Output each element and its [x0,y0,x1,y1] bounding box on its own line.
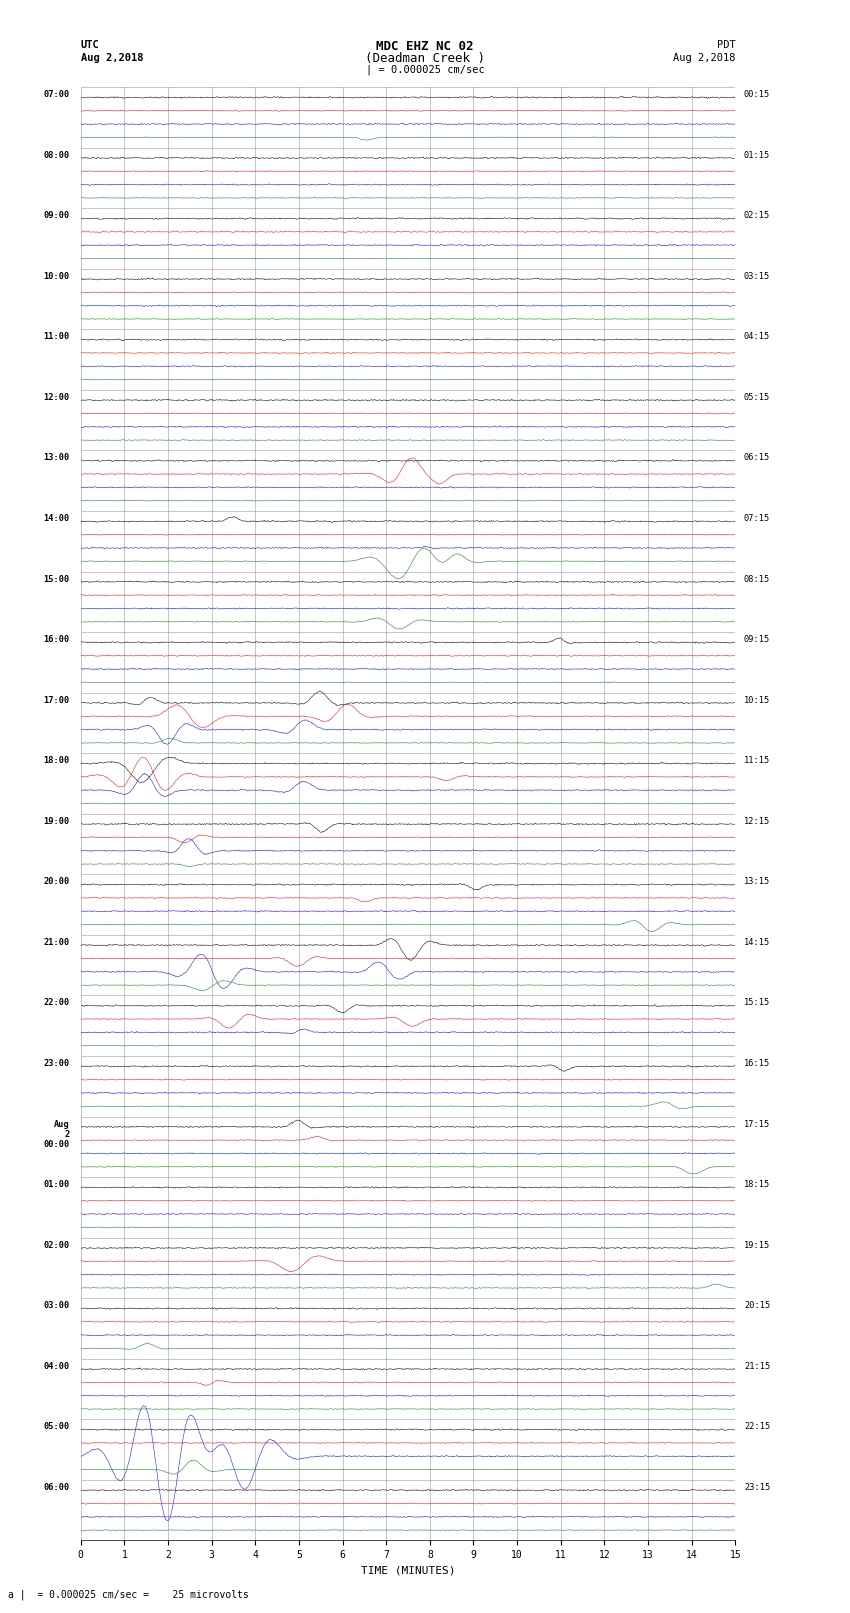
Text: 12:15: 12:15 [744,816,770,826]
Text: 00:15: 00:15 [744,90,770,98]
Text: 14:00: 14:00 [43,515,70,523]
Text: 19:00: 19:00 [43,816,70,826]
X-axis label: TIME (MINUTES): TIME (MINUTES) [360,1566,456,1576]
Text: 05:00: 05:00 [43,1423,70,1431]
Text: a |  = 0.000025 cm/sec =    25 microvolts: a | = 0.000025 cm/sec = 25 microvolts [8,1589,249,1600]
Text: 09:15: 09:15 [744,636,770,644]
Text: 13:15: 13:15 [744,877,770,886]
Text: Aug 2,2018: Aug 2,2018 [81,53,144,63]
Text: 17:00: 17:00 [43,695,70,705]
Text: 10:00: 10:00 [43,273,70,281]
Text: 11:00: 11:00 [43,332,70,342]
Text: PDT: PDT [717,40,735,50]
Text: 13:00: 13:00 [43,453,70,463]
Text: 16:00: 16:00 [43,636,70,644]
Text: 04:00: 04:00 [43,1361,70,1371]
Text: 17:15: 17:15 [744,1119,770,1129]
Text: 10:15: 10:15 [744,695,770,705]
Text: Aug
2
00:00: Aug 2 00:00 [43,1119,70,1150]
Text: Aug 2,2018: Aug 2,2018 [672,53,735,63]
Text: 16:15: 16:15 [744,1060,770,1068]
Text: 23:15: 23:15 [744,1482,770,1492]
Text: 20:15: 20:15 [744,1302,770,1310]
Text: MDC EHZ NC 02: MDC EHZ NC 02 [377,40,473,53]
Text: 01:00: 01:00 [43,1181,70,1189]
Text: 15:15: 15:15 [744,998,770,1008]
Text: 22:15: 22:15 [744,1423,770,1431]
Text: 21:00: 21:00 [43,937,70,947]
Text: 12:00: 12:00 [43,394,70,402]
Text: 08:00: 08:00 [43,150,70,160]
Text: | = 0.000025 cm/sec: | = 0.000025 cm/sec [366,65,484,76]
Text: 03:15: 03:15 [744,273,770,281]
Text: 04:15: 04:15 [744,332,770,342]
Text: 21:15: 21:15 [744,1361,770,1371]
Text: 19:15: 19:15 [744,1240,770,1250]
Text: 03:00: 03:00 [43,1302,70,1310]
Text: 18:00: 18:00 [43,756,70,765]
Text: (Deadman Creek ): (Deadman Creek ) [365,52,485,65]
Text: 09:00: 09:00 [43,211,70,221]
Text: 07:15: 07:15 [744,515,770,523]
Text: 01:15: 01:15 [744,150,770,160]
Text: 02:00: 02:00 [43,1240,70,1250]
Text: 22:00: 22:00 [43,998,70,1008]
Text: 18:15: 18:15 [744,1181,770,1189]
Text: 08:15: 08:15 [744,574,770,584]
Text: 14:15: 14:15 [744,937,770,947]
Text: 06:15: 06:15 [744,453,770,463]
Text: 15:00: 15:00 [43,574,70,584]
Text: 07:00: 07:00 [43,90,70,98]
Text: UTC: UTC [81,40,99,50]
Text: 23:00: 23:00 [43,1060,70,1068]
Text: 02:15: 02:15 [744,211,770,221]
Text: 20:00: 20:00 [43,877,70,886]
Text: 11:15: 11:15 [744,756,770,765]
Text: 05:15: 05:15 [744,394,770,402]
Text: 06:00: 06:00 [43,1482,70,1492]
